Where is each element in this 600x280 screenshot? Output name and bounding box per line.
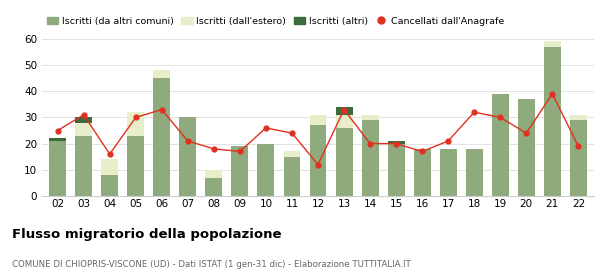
Bar [388, 141, 404, 144]
Text: COMUNE DI CHIOPRIS-VISCONE (UD) - Dati ISTAT (1 gen-31 dic) - Elaborazione TUTTI: COMUNE DI CHIOPRIS-VISCONE (UD) - Dati I… [12, 260, 411, 269]
Bar [284, 157, 301, 196]
Bar [75, 117, 92, 123]
Bar [154, 78, 170, 196]
Bar [466, 149, 482, 196]
Bar [49, 141, 66, 196]
Bar [492, 94, 509, 196]
Bar [127, 136, 144, 196]
Bar [335, 115, 353, 128]
Bar [205, 170, 223, 178]
Bar [570, 115, 587, 120]
Bar [101, 159, 118, 175]
Bar [205, 178, 223, 196]
Bar [335, 128, 353, 196]
Legend: Iscritti (da altri comuni), Iscritti (dall'estero), Iscritti (altri), Cancellati: Iscritti (da altri comuni), Iscritti (da… [47, 17, 504, 26]
Bar [75, 136, 92, 196]
Text: Flusso migratorio della popolazione: Flusso migratorio della popolazione [12, 228, 281, 241]
Bar [310, 125, 326, 196]
Bar [284, 151, 301, 157]
Bar [440, 149, 457, 196]
Bar [232, 146, 248, 196]
Bar [179, 117, 196, 196]
Bar [413, 149, 431, 196]
Bar [544, 47, 561, 196]
Bar [154, 70, 170, 78]
Bar [544, 41, 561, 47]
Bar [335, 107, 353, 115]
Bar [362, 115, 379, 120]
Bar [75, 123, 92, 136]
Bar [257, 144, 274, 196]
Bar [101, 175, 118, 196]
Bar [570, 120, 587, 196]
Bar [310, 115, 326, 125]
Bar [362, 120, 379, 196]
Bar [518, 99, 535, 196]
Bar [127, 112, 144, 136]
Bar [49, 138, 66, 141]
Bar [388, 144, 404, 196]
